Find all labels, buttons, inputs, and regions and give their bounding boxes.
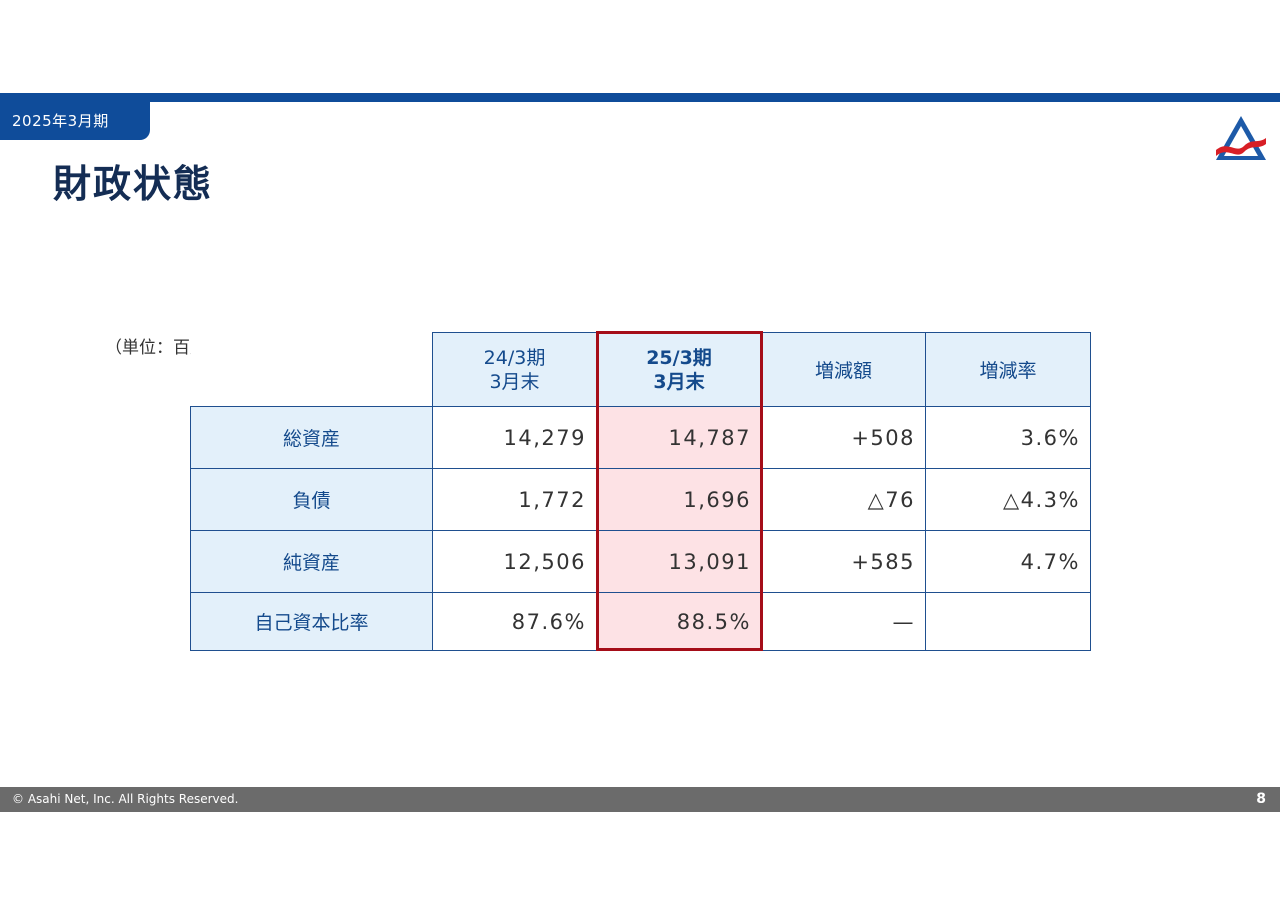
page-title: 財政状態 — [53, 162, 214, 206]
rate-value: 3.6% — [925, 406, 1091, 469]
change-value: +585 — [761, 530, 926, 593]
prev-value: 1,772 — [432, 468, 597, 531]
row-label: 純資産 — [190, 530, 433, 593]
change-value: — — [761, 592, 926, 651]
row-label: 自己資本比率 — [190, 592, 433, 651]
prev-value: 87.6% — [432, 592, 597, 651]
curr-value: 14,787 — [596, 406, 762, 469]
curr-value: 13,091 — [596, 530, 762, 593]
prev-value: 12,506 — [432, 530, 597, 593]
column-header-rate: 増減率 — [925, 332, 1091, 407]
top-accent-bar — [0, 93, 1280, 102]
rate-value: 4.7% — [925, 530, 1091, 593]
column-header-prev: 24/3期 3月末 — [432, 332, 597, 407]
change-value: △76 — [761, 468, 926, 531]
asahi-net-logo-icon — [1216, 116, 1266, 160]
rate-value — [925, 592, 1091, 651]
change-value: +508 — [761, 406, 926, 469]
period-tab: 2025年3月期 — [0, 102, 150, 140]
column-header-curr-line1: 25/3期 — [646, 346, 712, 369]
table-row: 純資産 12,506 13,091 +585 4.7% — [190, 530, 1091, 593]
column-header-change: 増減額 — [761, 332, 926, 407]
footer-bar: © Asahi Net, Inc. All Rights Reserved. 8 — [0, 787, 1280, 812]
curr-value: 1,696 — [596, 468, 762, 531]
row-label: 総資産 — [190, 406, 433, 469]
table-header-row: 24/3期 3月末 25/3期 3月末 増減額 増減率 — [190, 332, 1091, 407]
column-header-prev-line1: 24/3期 — [483, 346, 546, 369]
table-row: 負債 1,772 1,696 △76 △4.3% — [190, 468, 1091, 531]
financial-position-table: 24/3期 3月末 25/3期 3月末 増減額 増減率 総資産 14,279 1… — [190, 332, 1091, 651]
rate-value: △4.3% — [925, 468, 1091, 531]
column-header-curr: 25/3期 3月末 — [596, 332, 762, 407]
table-row: 総資産 14,279 14,787 +508 3.6% — [190, 406, 1091, 469]
curr-value: 88.5% — [596, 592, 762, 651]
column-header-curr-line2: 3月末 — [653, 370, 705, 393]
row-label: 負債 — [190, 468, 433, 531]
table-corner — [190, 332, 433, 407]
column-header-prev-line2: 3月末 — [489, 370, 540, 393]
prev-value: 14,279 — [432, 406, 597, 469]
table-row: 自己資本比率 87.6% 88.5% — — [190, 592, 1091, 651]
copyright-text: © Asahi Net, Inc. All Rights Reserved. — [12, 792, 239, 806]
page-number: 8 — [1256, 791, 1266, 807]
